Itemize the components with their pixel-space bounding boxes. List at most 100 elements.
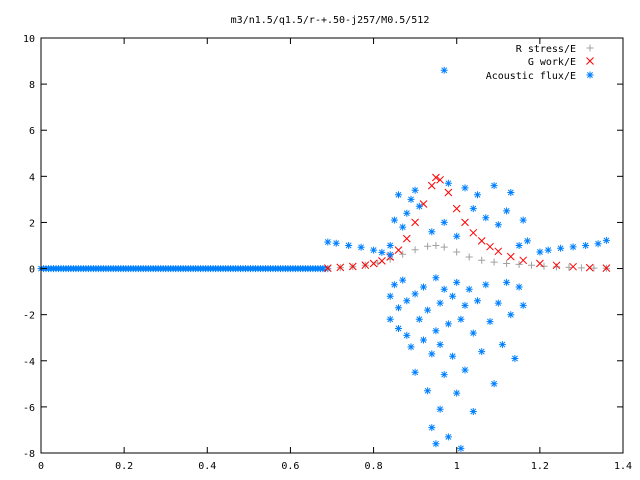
x-tick-label: 0.6 [281,461,299,472]
acoustic-flux-point-glyph [386,242,394,249]
acoustic-flux-point-glyph [582,242,590,249]
legend: R stress/E G work/E Acoustic flux/E [486,44,594,82]
g-work-point [402,234,411,243]
acoustic-flux-point [511,355,519,362]
acoustic-flux-point-glyph [440,218,448,226]
acoustic-flux-point [345,242,353,249]
acoustic-flux-point-glyph [444,320,452,328]
legend-marker-acoustic-flux [586,71,594,79]
acoustic-flux-point [569,243,577,251]
acoustic-flux-point-glyph [457,315,465,323]
acoustic-flux-point-glyph [511,355,519,362]
acoustic-flux-point [515,242,523,249]
acoustic-flux-point [457,315,465,323]
acoustic-flux-point-glyph [403,209,411,217]
r-stress-point [565,263,573,271]
r-stress-point-glyph [503,260,511,267]
acoustic-flux-point-glyph [436,299,444,307]
r-stress-point-glyph [478,256,486,264]
g-work-point [452,204,461,213]
acoustic-flux-point [428,228,436,236]
acoustic-flux-point [370,246,378,254]
acoustic-flux-point-glyph [474,191,481,199]
acoustic-flux-point [474,191,481,199]
acoustic-flux-point-glyph [490,380,498,388]
acoustic-flux-point [415,202,423,210]
acoustic-flux-point-glyph [411,290,419,298]
g-work-point [427,181,436,190]
acoustic-flux-point-glyph [440,371,448,379]
acoustic-flux-point [436,341,444,349]
acoustic-flux-point-glyph [453,278,461,286]
g-work-point [461,218,469,227]
r-stress-point-glyph [453,248,461,256]
acoustic-flux-point [386,315,394,323]
r-stress-point [515,260,523,268]
g-work-point [519,256,528,265]
acoustic-flux-point [494,221,502,229]
acoustic-flux-point [428,350,436,358]
r-stress-point [553,263,560,271]
g-work-point [469,228,478,237]
g-work-point-glyph [506,252,515,261]
r-stress-point-glyph [577,264,585,272]
acoustic-flux-point-glyph [519,216,527,224]
acoustic-flux-point [432,327,440,335]
acoustic-flux-point [453,232,461,240]
acoustic-flux-point-glyph [523,237,531,245]
g-work-point [378,257,386,265]
acoustic-flux-point [494,299,502,307]
acoustic-flux-point-glyph [457,444,465,452]
acoustic-flux-point-glyph [395,304,402,312]
g-work-point [506,252,515,261]
acoustic-flux-point-glyph [428,350,436,358]
x-tick-label: 1 [454,461,460,472]
axes: 0 0.2 0.4 0.6 0.8 1 1.2 1.4 10 8 6 4 2 0 -2 -4 -6 -8 [23,34,632,472]
acoustic-flux-point-glyph [357,243,365,251]
acoustic-flux-point-glyph [415,202,423,210]
y-tick-label: 6 [29,126,35,137]
legend-marker-r-stress-glyph [586,44,594,52]
r-stress-point [590,264,598,272]
y-tick-label: -8 [23,449,35,460]
g-work-point [436,175,444,184]
acoustic-flux-point-glyph [461,184,469,192]
acoustic-flux-point [399,223,407,231]
acoustic-flux-point-glyph [453,389,461,397]
g-work-point [369,259,378,268]
acoustic-flux-point [332,239,340,247]
acoustic-flux-point [449,292,457,300]
r-stress-point [577,264,585,272]
y-tick-label: 0 [29,265,35,276]
acoustic-flux-point-glyph [449,292,457,300]
g-work-point-glyph [369,259,378,268]
x-tick-label: 0.2 [115,461,133,472]
g-work-point [336,263,345,272]
y-tick-label: 2 [29,218,35,229]
r-stress-point-glyph [440,243,448,251]
g-work-point [536,259,544,268]
acoustic-flux-point [478,348,486,356]
legend-marker-g-work-glyph [586,57,594,65]
acoustic-flux-point [420,283,427,291]
acoustic-flux-point [436,299,444,307]
acoustic-flux-point-glyph [386,315,394,323]
acoustic-flux-point-glyph [478,348,486,356]
acoustic-flux-point [407,343,415,351]
acoustic-flux-point [465,285,473,293]
acoustic-flux-point [386,251,394,259]
acoustic-flux-point-glyph [536,248,544,256]
acoustic-flux-point-glyph [436,341,444,349]
acoustic-flux-point-glyph [503,207,511,215]
acoustic-flux-point [378,248,386,256]
acoustic-flux-point-glyph [370,246,378,254]
acoustic-flux-point-glyph [503,278,511,286]
g-work-point [569,262,577,271]
g-work-point [552,261,561,270]
acoustic-flux-point [515,283,523,291]
acoustic-flux-point-glyph [453,232,461,240]
acoustic-flux-point [536,248,544,256]
acoustic-flux-point-glyph [407,195,415,203]
acoustic-flux-point-glyph [519,301,527,309]
